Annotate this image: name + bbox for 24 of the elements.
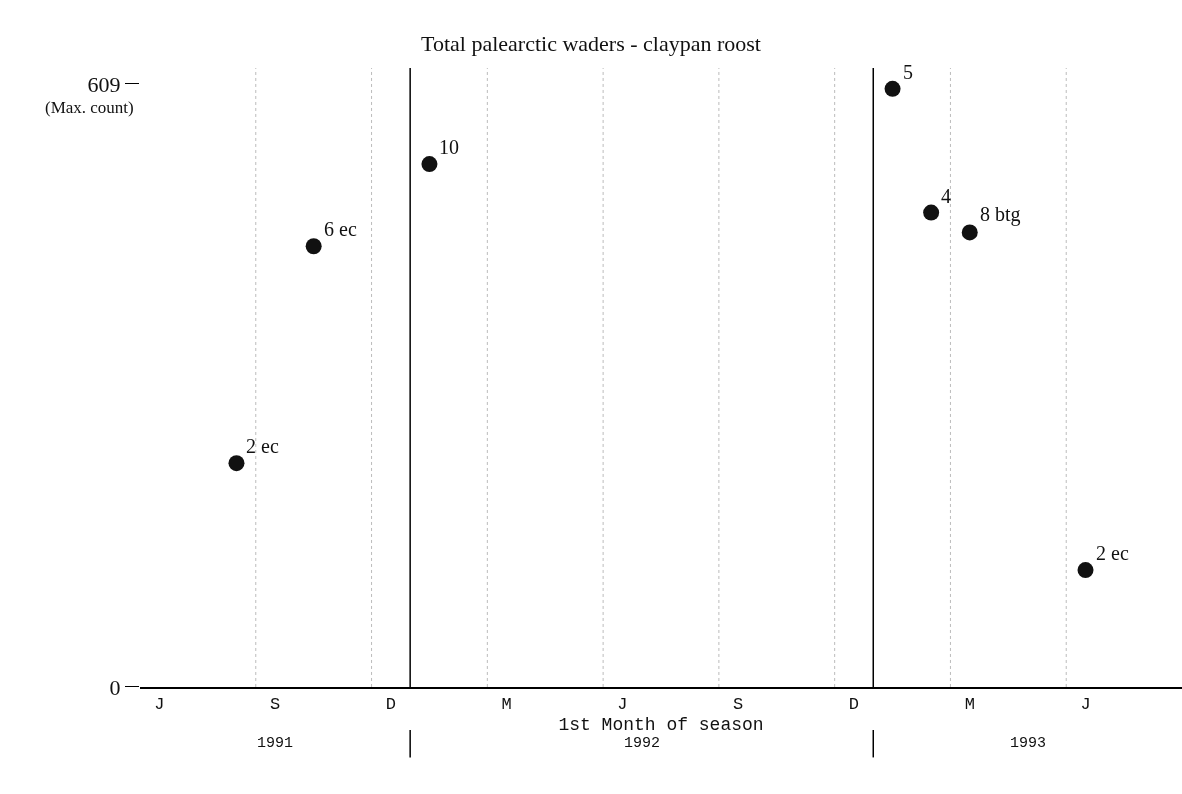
annotation: 2 ec bbox=[246, 435, 279, 457]
x-tick-label: M bbox=[501, 695, 512, 715]
chart-title: Total palearctic waders - claypan roost bbox=[421, 31, 761, 57]
x-tick-label: J bbox=[617, 695, 628, 715]
x-tick-label: D bbox=[385, 695, 396, 715]
x-tick-label: M bbox=[964, 695, 975, 715]
annotation: 6 ec bbox=[324, 218, 357, 240]
x-tick-label: S bbox=[269, 695, 281, 715]
y-tick-label: 609 bbox=[87, 71, 121, 97]
x-tick-label: D bbox=[848, 695, 860, 715]
text: 1991 bbox=[257, 735, 294, 752]
annotation: 5 bbox=[903, 61, 913, 83]
x-axis-title: 1st Month of season bbox=[558, 714, 764, 735]
x-tick-label: J bbox=[1080, 695, 1091, 715]
annotation: 10 bbox=[439, 136, 459, 158]
x-tick-label: J bbox=[154, 695, 165, 715]
text: 1992 bbox=[624, 735, 661, 752]
y-axis-title: (Max. count) bbox=[45, 98, 134, 117]
x-tick-label: S bbox=[733, 695, 744, 715]
y-tick-label: 0 bbox=[109, 674, 121, 700]
annotation: 2 ec bbox=[1096, 542, 1129, 564]
text: 1993 bbox=[1010, 735, 1047, 752]
annotation: 8 btg bbox=[980, 203, 1021, 226]
annotation: 4 bbox=[941, 185, 951, 207]
